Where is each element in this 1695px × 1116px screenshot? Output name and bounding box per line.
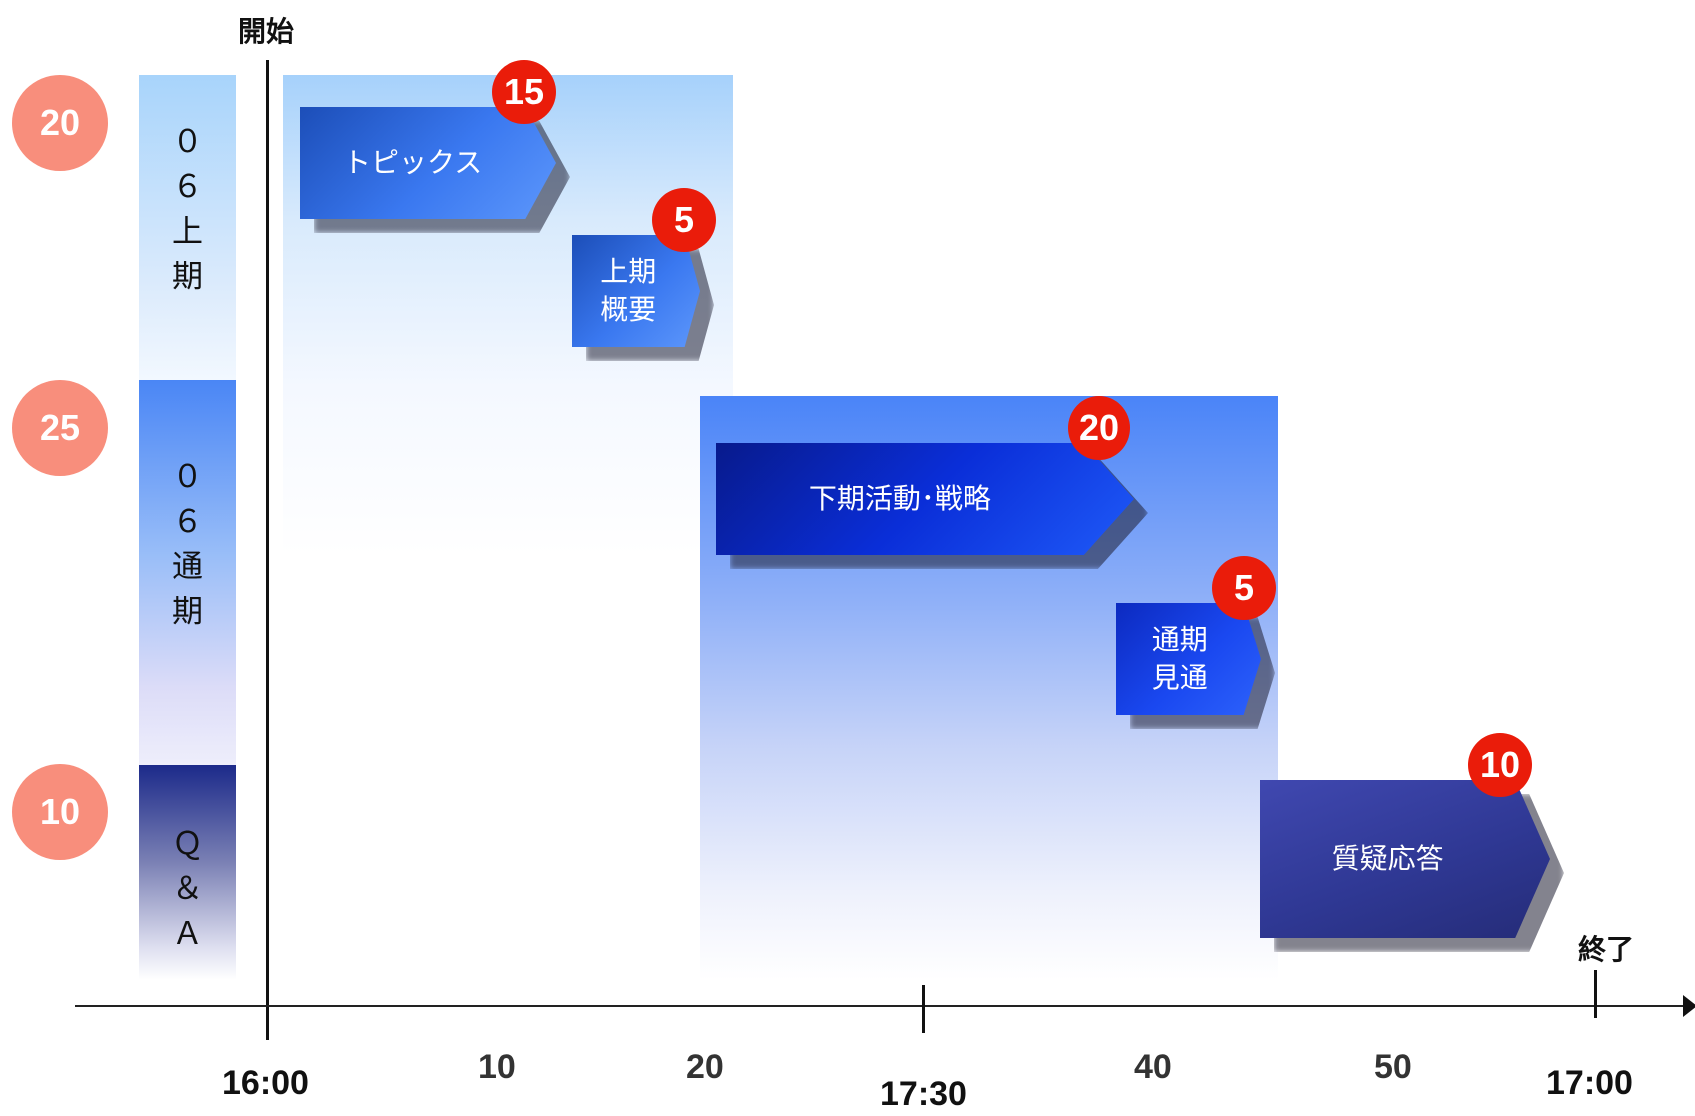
badge-full-year-outlook-minutes: 5: [1212, 556, 1276, 620]
end-label: 終了: [1578, 933, 1635, 966]
tick-end: [1594, 970, 1597, 1018]
section-bar-full-year: [139, 380, 236, 765]
section-bar-qa: [139, 765, 236, 980]
tick-label-20: 20: [686, 1048, 724, 1086]
section-label-full-year: ０ ６ 通 期: [172, 459, 203, 630]
tick-label-1700: 17:00: [1546, 1064, 1633, 1102]
start-marker-line: [266, 60, 269, 1040]
arrow-full-year-outlook: 通期 見通: [1116, 603, 1275, 729]
arrow-topics-label: トピックス: [343, 146, 483, 179]
badge-topics-minutes: 15: [492, 60, 556, 124]
section-bar-first-half: [139, 75, 236, 380]
arrow-qa-session: 質疑応答: [1260, 780, 1564, 952]
section-minutes-full-year: 25: [12, 380, 108, 476]
arrow-qa-session-label: 質疑応答: [1331, 842, 1444, 875]
tick-label-10: 10: [478, 1048, 516, 1086]
arrow-first-half-overview: 上期 概要: [572, 235, 714, 361]
tick-label-50: 50: [1374, 1048, 1412, 1086]
arrow-second-half-strategy: 下期活動･戦略: [716, 443, 1148, 569]
tick-1730: [922, 985, 925, 1033]
section-minutes-qa: 10: [12, 764, 108, 860]
timeline-axis: [75, 1005, 1685, 1007]
badge-second-half-strategy-minutes: 20: [1068, 396, 1130, 460]
arrow-second-half-strategy-label: 下期活動･戦略: [808, 482, 991, 515]
section-minutes-first-half: 20: [12, 75, 108, 171]
timeline-arrowhead: [1683, 995, 1695, 1017]
tick-label-40: 40: [1134, 1048, 1172, 1086]
tick-label-1600: 16:00: [222, 1064, 309, 1102]
section-label-qa: Ｑ ＆ Ａ: [172, 826, 203, 952]
arrow-full-year-outlook-label: 通期 見通: [1151, 623, 1208, 694]
tick-label-1730: 17:30: [880, 1075, 967, 1113]
section-label-first-half: ０ ６ 上 期: [172, 124, 203, 295]
badge-first-half-overview-minutes: 5: [652, 188, 716, 252]
arrow-topics: トピックス: [300, 107, 570, 233]
badge-qa-session-minutes: 10: [1468, 733, 1532, 797]
start-label: 開始: [238, 15, 295, 48]
arrow-first-half-overview-label: 上期 概要: [600, 255, 657, 326]
